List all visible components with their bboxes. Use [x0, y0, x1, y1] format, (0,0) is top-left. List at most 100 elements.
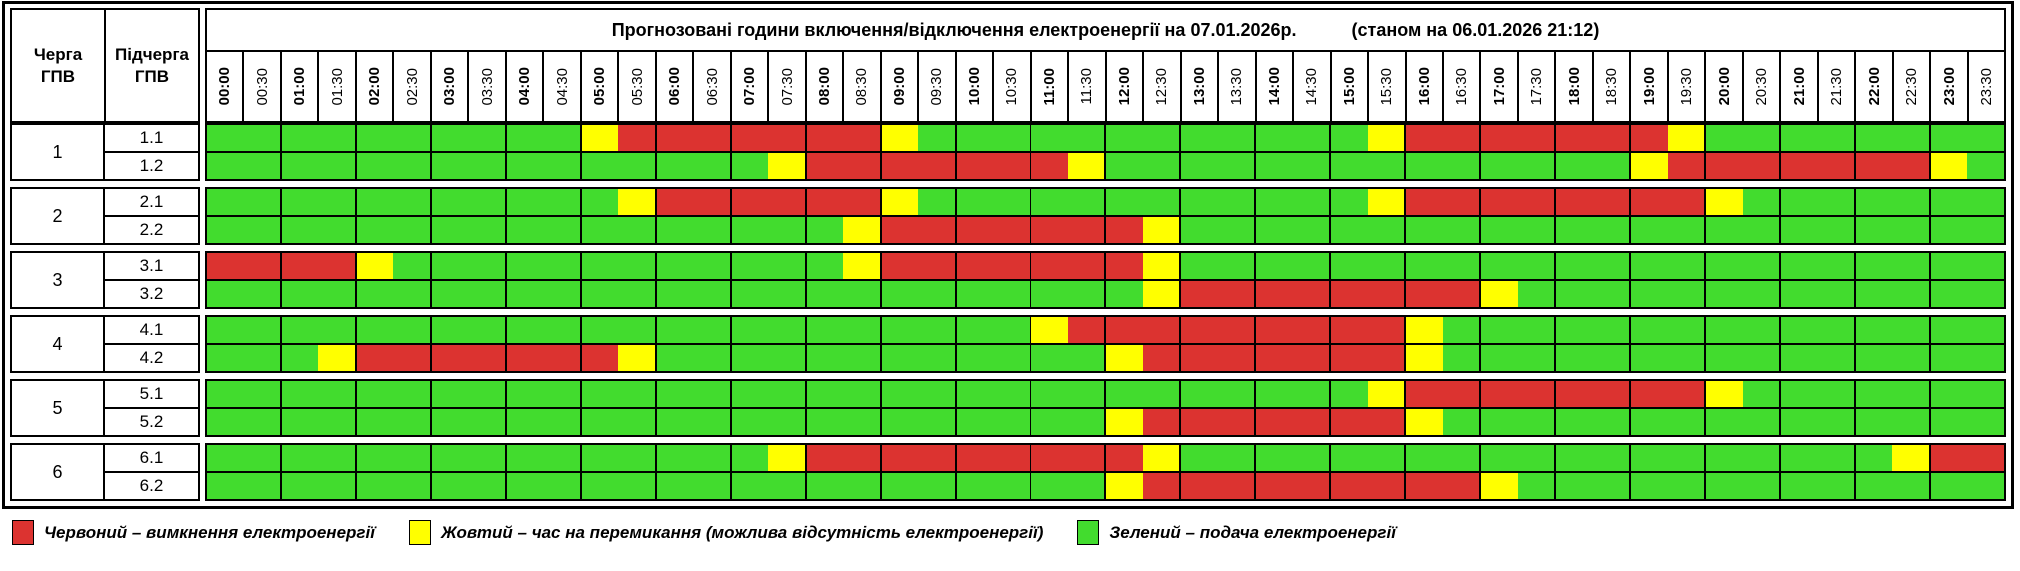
hour-box [1781, 253, 1856, 279]
hour-box [356, 253, 432, 279]
schedule-cell [1855, 473, 1893, 499]
legend-r-swatch [12, 520, 34, 545]
schedule-cell [1067, 381, 1105, 407]
schedule-cell [1442, 381, 1480, 407]
schedule-cell [768, 445, 805, 471]
hour-box [281, 473, 357, 499]
schedule-cell [918, 317, 955, 343]
schedule-cell [1106, 253, 1143, 279]
hour-box [1855, 381, 1931, 407]
schedule-cell [768, 409, 805, 435]
subqueue-column-header: Підчерга ГПВ [115, 45, 189, 86]
hour-box [1855, 473, 1931, 499]
queue-group-schedule [205, 251, 2006, 309]
schedule-cell [1031, 217, 1068, 243]
schedule-cell [243, 253, 280, 279]
schedule-cell [356, 409, 394, 435]
schedule-cell [1556, 189, 1593, 215]
hour-box [881, 153, 957, 179]
schedule-cell [1817, 153, 1854, 179]
schedule-row [207, 473, 2004, 499]
schedule-cell [618, 125, 655, 151]
hour-box [356, 445, 432, 471]
power-schedule-table: Черга ГПВ Підчерга ГПВ Прогнозовані годи… [2, 1, 2014, 509]
schedule-cell [243, 153, 280, 179]
hour-box [656, 217, 732, 243]
schedule-cell [393, 281, 430, 307]
schedule-row [207, 281, 2004, 307]
hour-box [356, 217, 432, 243]
schedule-cell [656, 125, 694, 151]
hour-box [806, 153, 882, 179]
hour-box [506, 409, 582, 435]
time-slot-label: 19:00 [1640, 67, 1658, 106]
schedule-cell [1781, 317, 1818, 343]
time-slot-cell: 14:00 [1257, 52, 1295, 121]
schedule-cell [1367, 317, 1405, 343]
schedule-cell [543, 473, 580, 499]
hour-box [1181, 473, 1257, 499]
schedule-cell [1217, 381, 1255, 407]
schedule-cell [693, 153, 730, 179]
schedule-cell [1742, 125, 1780, 151]
hour-box [1406, 409, 1482, 435]
schedule-cell [1142, 281, 1180, 307]
schedule-cell [1742, 217, 1780, 243]
hour-box [581, 317, 657, 343]
schedule-cell [318, 125, 355, 151]
time-slot-cell: 13:30 [1219, 52, 1257, 121]
schedule-cell [506, 153, 544, 179]
schedule-cell [918, 125, 955, 151]
header-right: Прогнозовані години включення/відключенн… [205, 8, 2006, 123]
schedule-cell [468, 125, 505, 151]
hour-box [1406, 381, 1482, 407]
schedule-row [207, 189, 2004, 217]
schedule-cell [843, 281, 880, 307]
schedule-cell [1406, 473, 1443, 499]
schedule-row [207, 445, 2004, 473]
hour-box [1481, 217, 1557, 243]
schedule-cell [1706, 153, 1743, 179]
hour-box [1181, 409, 1257, 435]
schedule-cell [1817, 409, 1854, 435]
schedule-cell [1367, 253, 1405, 279]
hour-box [1031, 317, 1107, 343]
schedule-cell [1855, 217, 1893, 243]
schedule-cell [393, 253, 430, 279]
schedule-cell [731, 381, 769, 407]
schedule-cell [1742, 253, 1780, 279]
schedule-cell [1631, 381, 1668, 407]
hour-box [1181, 381, 1257, 407]
hour-box [356, 345, 432, 371]
schedule-cell [431, 281, 469, 307]
schedule-cell [1742, 317, 1780, 343]
schedule-cell [1181, 381, 1218, 407]
schedule-cell [1256, 345, 1293, 371]
hour-box [1331, 125, 1407, 151]
hour-box [1331, 381, 1407, 407]
subqueue-column: 5.1 5.2 [105, 381, 198, 435]
schedule-cell [1892, 189, 1929, 215]
schedule-cell [243, 381, 280, 407]
schedule-cell [1106, 473, 1143, 499]
schedule-cell [1067, 445, 1105, 471]
schedule-cell [506, 381, 544, 407]
hour-box [1930, 281, 2004, 307]
time-slot-cell: 11:30 [1069, 52, 1107, 121]
queue-group: 4 4.1 4.2 [10, 315, 2006, 373]
schedule-cell [1217, 125, 1255, 151]
schedule-cell [1292, 281, 1330, 307]
schedule-cell [1217, 317, 1255, 343]
schedule-cell [1256, 153, 1293, 179]
schedule-cell [1031, 317, 1068, 343]
schedule-cell [656, 189, 694, 215]
hour-box [1481, 253, 1557, 279]
schedule-cell [1930, 345, 1968, 371]
schedule-cell [1067, 317, 1105, 343]
hour-box [731, 281, 807, 307]
schedule-cell [806, 345, 844, 371]
schedule-cell [1331, 381, 1368, 407]
hour-box [656, 381, 732, 407]
hour-box [1706, 125, 1782, 151]
schedule-cell [618, 445, 655, 471]
